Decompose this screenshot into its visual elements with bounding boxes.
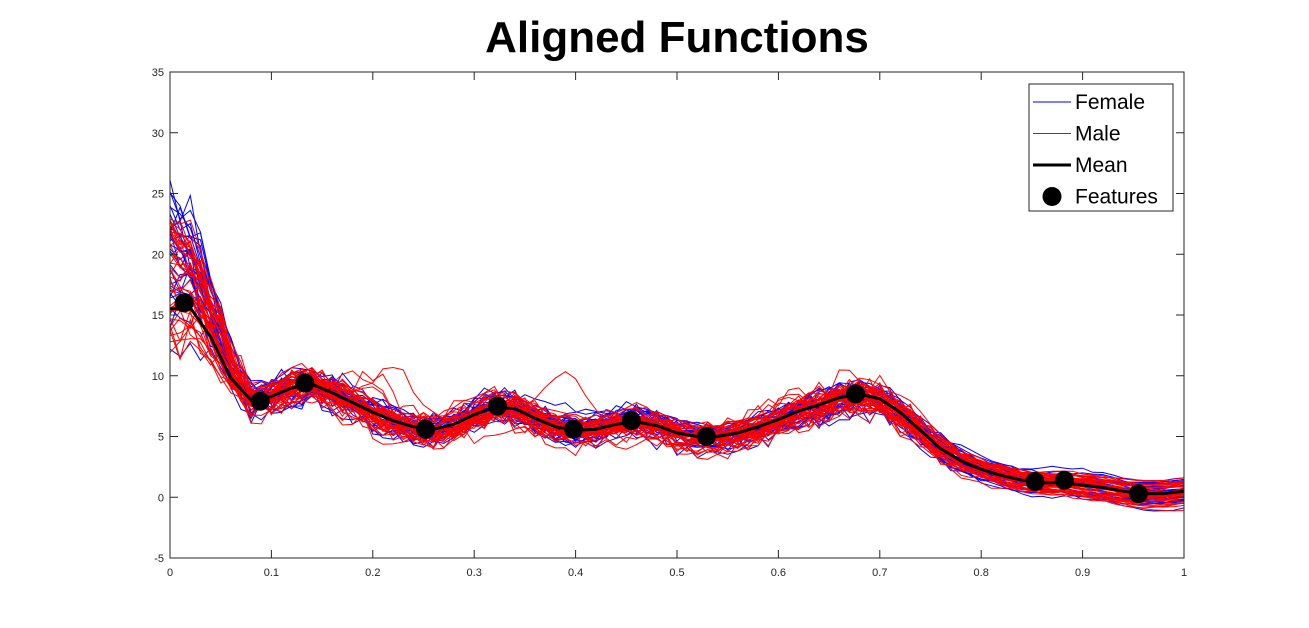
x-tick-label: 0.3 xyxy=(467,567,482,579)
male-curve xyxy=(170,219,1184,497)
y-tick-label: 0 xyxy=(158,492,164,504)
y-tick-label: 5 xyxy=(158,432,164,444)
feature-marker xyxy=(295,373,315,393)
feature-marker xyxy=(1128,484,1148,504)
feature-marker xyxy=(416,419,436,439)
y-tick-label: -5 xyxy=(154,553,164,565)
x-tick-label: 0.6 xyxy=(771,567,786,579)
legend-label: Female xyxy=(1075,91,1145,114)
feature-marker xyxy=(564,419,584,439)
feature-marker xyxy=(174,293,194,313)
male-curve xyxy=(170,279,1184,496)
y-tick-label: 25 xyxy=(152,189,164,201)
legend-swatch-marker xyxy=(1042,187,1062,206)
x-tick-label: 0.5 xyxy=(669,567,684,579)
x-tick-label: 0 xyxy=(167,567,173,579)
male-curve xyxy=(170,317,1184,508)
legend-label: Features xyxy=(1075,186,1158,209)
legend-label: Mean xyxy=(1075,154,1128,177)
x-tick-label: 0.8 xyxy=(974,567,989,579)
y-tick-label: 20 xyxy=(152,249,164,261)
feature-marker xyxy=(621,411,641,431)
y-tick-label: 10 xyxy=(152,371,164,383)
mean-line xyxy=(170,306,1184,496)
feature-marker xyxy=(1025,471,1045,491)
male-curve xyxy=(170,265,1184,499)
x-tick-label: 0.1 xyxy=(264,567,279,579)
feature-markers xyxy=(174,293,1148,504)
x-axis: 0 0.1 0.2 0.3 0.4 0.5 0.6 0.7 0.8 0.9 1 xyxy=(167,72,1187,579)
x-tick-label: 0.9 xyxy=(1075,567,1090,579)
y-tick-label: 15 xyxy=(152,310,164,322)
male-curve xyxy=(170,227,1184,484)
legend-label: Male xyxy=(1075,123,1121,146)
x-tick-label: 1 xyxy=(1181,567,1187,579)
y-tick-label: 35 xyxy=(152,67,164,79)
x-tick-label: 0.4 xyxy=(568,567,583,579)
x-tick-label: 0.7 xyxy=(872,567,887,579)
feature-marker xyxy=(1054,470,1074,490)
male-curve xyxy=(170,234,1184,482)
chart-title: Aligned Functions xyxy=(485,13,869,62)
legend: Female Male Mean Features xyxy=(1028,83,1174,212)
mean-series xyxy=(170,306,1184,496)
y-tick-label: 30 xyxy=(152,128,164,140)
male-curve xyxy=(170,292,1184,498)
y-axis: -5 0 5 10 15 20 25 30 35 xyxy=(152,67,1184,565)
feature-marker xyxy=(696,427,716,446)
x-tick-label: 0.2 xyxy=(365,567,380,579)
feature-marker xyxy=(488,396,508,416)
feature-marker xyxy=(845,384,865,404)
feature-marker xyxy=(250,391,270,411)
